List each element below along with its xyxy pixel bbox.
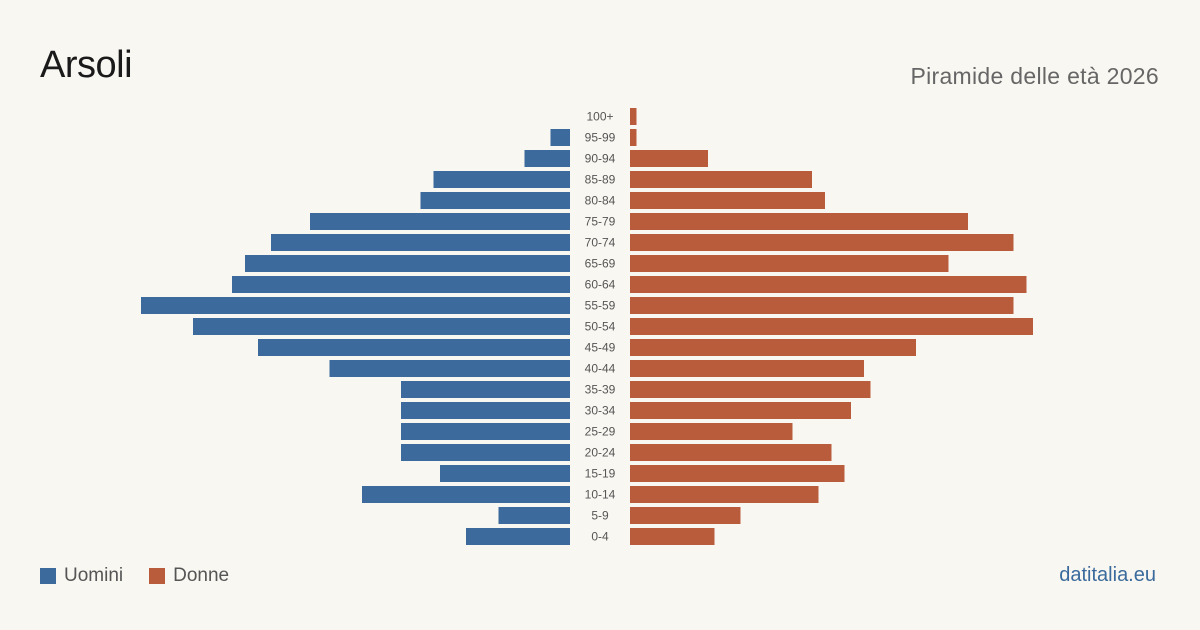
bar-women-5-9 <box>630 507 741 524</box>
bar-women-15-19 <box>630 465 845 482</box>
bar-women-75-79 <box>630 213 968 230</box>
population-pyramid-chart: 100+ 95-99 90-94 85-89 80-84 75-79 70-74 65-69 6… <box>141 108 1033 545</box>
age-label-50-54: 50-54 <box>585 320 616 334</box>
bar-women-90-94 <box>630 150 708 167</box>
bar-men-15-19 <box>440 465 570 482</box>
bar-men-0-4 <box>466 528 570 545</box>
age-label-60-64: 60-64 <box>585 278 616 292</box>
age-label-30-34: 30-34 <box>585 404 616 418</box>
bar-women-0-4 <box>630 528 715 545</box>
legend-swatch-women <box>149 568 166 584</box>
bar-women-45-49 <box>630 339 916 356</box>
age-label-0-4: 0-4 <box>591 530 609 544</box>
legend-item-men: Uomini <box>40 565 123 587</box>
bar-men-65-69 <box>245 255 570 272</box>
age-label-35-39: 35-39 <box>585 383 616 397</box>
age-label-70-74: 70-74 <box>585 236 616 250</box>
bar-women-30-34 <box>630 402 851 419</box>
legend-label-women: Donne <box>173 565 230 586</box>
age-label-85-89: 85-89 <box>585 173 616 187</box>
bar-men-80-84 <box>420 192 570 209</box>
bar-women-25-29 <box>630 423 793 440</box>
bar-men-75-79 <box>310 213 570 230</box>
age-label-25-29: 25-29 <box>585 425 616 439</box>
bar-women-80-84 <box>630 192 825 209</box>
bar-women-95-99 <box>630 129 637 146</box>
bar-men-20-24 <box>401 444 570 461</box>
age-label-90-94: 90-94 <box>585 152 616 166</box>
age-label-65-69: 65-69 <box>585 257 616 271</box>
bar-men-30-34 <box>401 402 570 419</box>
bar-women-50-54 <box>630 318 1033 335</box>
legend-swatch-men <box>40 568 56 584</box>
source-link[interactable]: datitalia.eu <box>1059 564 1156 586</box>
bar-women-65-69 <box>630 255 949 272</box>
age-label-10-14: 10-14 <box>585 488 616 502</box>
bar-men-40-44 <box>329 360 570 377</box>
bar-women-70-74 <box>630 234 1014 251</box>
legend: Uomini Donne <box>40 565 255 587</box>
bar-men-10-14 <box>362 486 570 503</box>
legend-item-women: Donne <box>149 565 229 587</box>
age-label-100plus: 100+ <box>586 110 613 124</box>
age-label-45-49: 45-49 <box>585 341 616 355</box>
age-label-55-59: 55-59 <box>585 299 616 313</box>
age-label-20-24: 20-24 <box>585 446 616 460</box>
bar-men-70-74 <box>271 234 570 251</box>
page-title: Arsoli <box>40 44 133 86</box>
bar-women-35-39 <box>630 381 871 398</box>
bar-men-60-64 <box>232 276 570 293</box>
age-label-95-99: 95-99 <box>585 131 616 145</box>
age-label-40-44: 40-44 <box>585 362 616 376</box>
bar-men-50-54 <box>193 318 570 335</box>
chart-subtitle: Piramide delle età 2026 <box>910 63 1159 89</box>
legend-label-men: Uomini <box>64 565 124 586</box>
bar-women-55-59 <box>630 297 1014 314</box>
bar-men-45-49 <box>258 339 570 356</box>
bar-men-90-94 <box>524 150 570 167</box>
age-label-5-9: 5-9 <box>591 509 609 523</box>
bar-women-40-44 <box>630 360 864 377</box>
bar-women-100plus <box>630 108 637 125</box>
bar-women-85-89 <box>630 171 812 188</box>
age-label-80-84: 80-84 <box>585 194 616 208</box>
bar-men-25-29 <box>401 423 570 440</box>
bar-men-95-99 <box>550 129 570 146</box>
age-label-75-79: 75-79 <box>585 215 616 229</box>
bar-men-55-59 <box>141 297 570 314</box>
bar-women-10-14 <box>630 486 819 503</box>
bar-men-5-9 <box>498 507 570 524</box>
bar-men-85-89 <box>433 171 570 188</box>
age-label-15-19: 15-19 <box>585 467 616 481</box>
bar-men-35-39 <box>401 381 570 398</box>
bar-women-20-24 <box>630 444 832 461</box>
bar-women-60-64 <box>630 276 1027 293</box>
